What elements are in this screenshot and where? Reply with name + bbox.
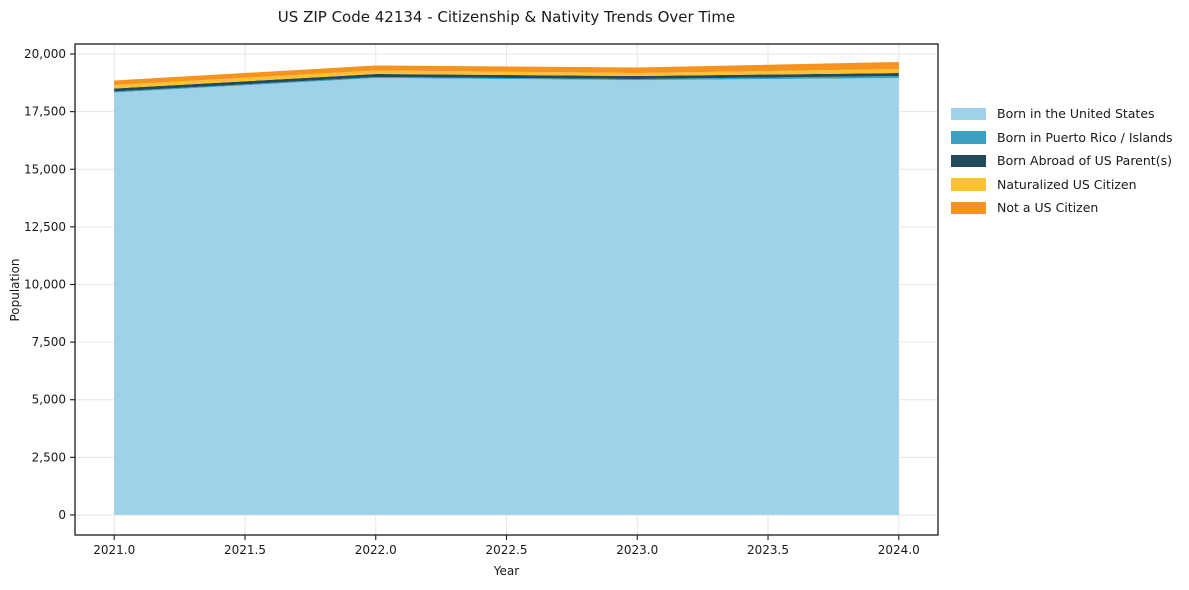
legend-label: Born in Puerto Rico / Islands [997,129,1173,145]
tick-labels: 2021.0 2021.5 2022.0 2022.5 2023.0 2023.5 2024… [24,47,920,557]
x-tick-label: 2023.0 [616,543,658,557]
stacked-areas [114,62,899,515]
y-tick-label: 5,000 [32,393,66,407]
y-tick-label: 7,500 [32,335,66,349]
area-series-0 [114,78,899,515]
legend-label: Not a US Citizen [997,200,1099,216]
x-tick-label: 2021.0 [93,543,135,557]
x-tick-label: 2024.0 [878,543,920,557]
area-series-4 [114,62,899,85]
legend-item: Born in Puerto Rico / Islands [951,126,1173,150]
x-tick-label: 2022.5 [486,543,528,557]
legend-item: Naturalized US Citizen [951,173,1173,197]
legend-item: Born in the United States [951,102,1173,126]
x-tick-label: 2023.5 [747,543,789,557]
x-tick-label: 2022.0 [355,543,397,557]
legend-color-swatch [951,178,986,191]
legend-color-swatch [951,107,986,120]
y-tick-label: 2,500 [32,450,66,464]
y-tick-label: 0 [58,508,66,522]
x-axis-label: Year [493,564,520,578]
y-tick-label: 15,000 [24,162,66,176]
y-tick-label: 17,500 [24,105,66,119]
y-tick-label: 10,000 [24,277,66,291]
legend-label: Naturalized US Citizen [997,176,1137,192]
y-tick-label: 12,500 [24,220,66,234]
axis-ticks [70,53,900,540]
legend-item: Not a US Citizen [951,196,1173,220]
legend-label: Born in the United States [997,106,1155,122]
legend-item: Born Abroad of US Parent(s) [951,149,1173,173]
area-series-2 [114,73,899,92]
legend-color-swatch [951,131,986,144]
chart-title: US ZIP Code 42134 - Citizenship & Nativi… [277,8,736,26]
legend-color-swatch [951,154,986,167]
x-tick-label: 2021.5 [224,543,266,557]
legend: Born in the United States Born in Puerto … [951,102,1173,220]
y-tick-label: 20,000 [24,47,66,61]
legend-color-swatch [951,201,986,214]
area-series-3 [114,69,899,89]
area-series-1 [114,76,899,93]
legend-label: Born Abroad of US Parent(s) [997,153,1172,169]
